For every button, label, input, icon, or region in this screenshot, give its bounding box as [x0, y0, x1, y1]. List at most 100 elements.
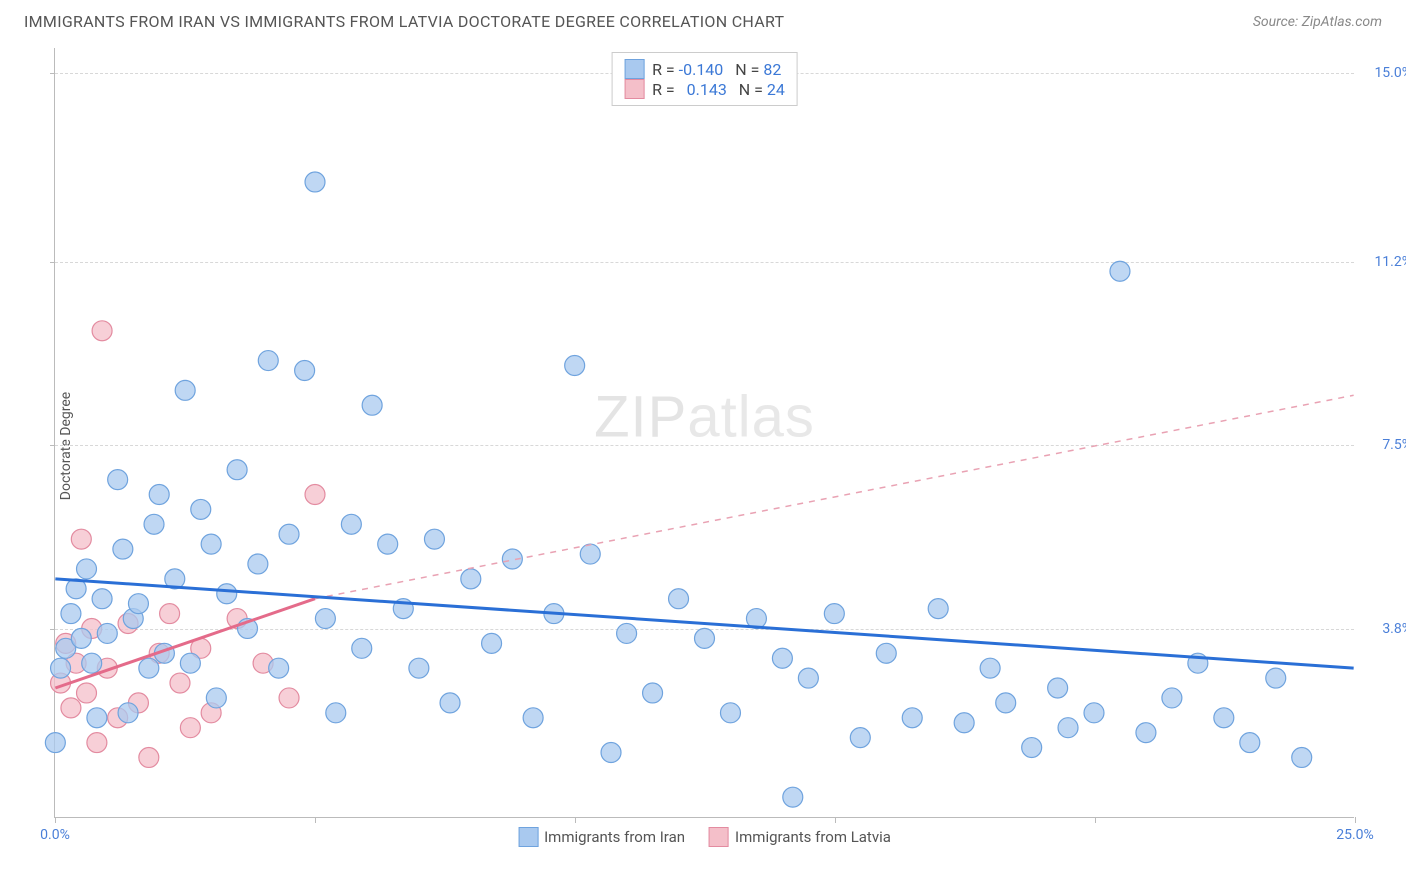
data-point — [409, 658, 429, 678]
data-point — [227, 460, 247, 480]
data-point — [295, 360, 315, 380]
y-tick-label: 3.8% — [1382, 621, 1406, 637]
data-point — [850, 728, 870, 748]
data-point — [45, 733, 65, 753]
data-point — [305, 172, 325, 192]
data-point — [440, 693, 460, 713]
x-tick-label: 0.0% — [40, 827, 70, 843]
data-point — [248, 554, 268, 574]
stat-row-iran: R = -0.140 N = 82 — [624, 59, 785, 79]
data-point — [461, 569, 481, 589]
data-point — [1048, 678, 1068, 698]
swatch-latvia — [624, 79, 644, 99]
legend: Immigrants from Iran Immigrants from Lat… — [518, 827, 891, 847]
data-point — [772, 648, 792, 668]
data-point — [92, 589, 112, 609]
data-point — [378, 534, 398, 554]
data-point — [269, 658, 289, 678]
data-point — [669, 589, 689, 609]
data-point — [580, 544, 600, 564]
data-point — [315, 609, 335, 629]
data-point — [1266, 668, 1286, 688]
data-point — [139, 747, 159, 767]
data-point — [362, 395, 382, 415]
data-point — [144, 514, 164, 534]
chart-plot-area: ZIPatlas 3.8%7.5%11.2%15.0% 0.0%25.0% R … — [54, 48, 1354, 818]
legend-label-iran: Immigrants from Iran — [544, 828, 685, 846]
data-point — [279, 524, 299, 544]
data-point — [798, 668, 818, 688]
data-point — [902, 708, 922, 728]
data-point — [61, 604, 81, 624]
data-point — [97, 623, 117, 643]
legend-item-latvia: Immigrants from Latvia — [709, 827, 891, 847]
data-point — [482, 633, 502, 653]
data-point — [1292, 747, 1312, 767]
data-point — [77, 683, 97, 703]
data-point — [824, 604, 844, 624]
data-point — [77, 559, 97, 579]
data-point — [523, 708, 543, 728]
data-point — [695, 628, 715, 648]
data-point — [1240, 733, 1260, 753]
data-point — [61, 698, 81, 718]
swatch-iran — [518, 827, 538, 847]
stat-row-latvia: R = 0.143 N = 24 — [624, 79, 785, 99]
data-point — [643, 683, 663, 703]
data-point — [87, 708, 107, 728]
data-point — [876, 643, 896, 663]
scatter-svg — [55, 48, 1354, 817]
data-point — [92, 321, 112, 341]
data-point — [206, 688, 226, 708]
data-point — [160, 604, 180, 624]
data-point — [352, 638, 372, 658]
data-point — [954, 713, 974, 733]
data-point — [191, 499, 211, 519]
data-point — [928, 599, 948, 619]
data-point — [424, 529, 444, 549]
legend-label-latvia: Immigrants from Latvia — [735, 828, 891, 846]
legend-item-iran: Immigrants from Iran — [518, 827, 685, 847]
data-point — [217, 584, 237, 604]
data-point — [1084, 703, 1104, 723]
data-point — [118, 703, 138, 723]
data-point — [601, 743, 621, 763]
chart-title: IMMIGRANTS FROM IRAN VS IMMIGRANTS FROM … — [24, 12, 784, 31]
data-point — [326, 703, 346, 723]
data-point — [175, 380, 195, 400]
data-point — [720, 703, 740, 723]
data-point — [617, 623, 637, 643]
data-point — [258, 351, 278, 371]
data-point — [783, 787, 803, 807]
data-point — [139, 658, 159, 678]
data-point — [71, 529, 91, 549]
y-tick-label: 7.5% — [1382, 437, 1406, 453]
data-point — [71, 628, 91, 648]
y-tick-label: 15.0% — [1374, 65, 1406, 81]
data-point — [113, 539, 133, 559]
data-point — [1162, 688, 1182, 708]
data-point — [82, 653, 102, 673]
data-point — [980, 658, 1000, 678]
data-point — [128, 594, 148, 614]
data-point — [305, 485, 325, 505]
data-point — [1136, 723, 1156, 743]
source-label: Source: ZipAtlas.com — [1253, 14, 1382, 30]
data-point — [180, 653, 200, 673]
data-point — [170, 673, 190, 693]
data-point — [51, 658, 71, 678]
data-point — [1058, 718, 1078, 738]
data-point — [565, 356, 585, 376]
data-point — [108, 470, 128, 490]
data-point — [1110, 261, 1130, 281]
data-point — [341, 514, 361, 534]
regression-line — [315, 395, 1354, 598]
chart-header: IMMIGRANTS FROM IRAN VS IMMIGRANTS FROM … — [0, 0, 1406, 39]
x-tick-label: 25.0% — [1336, 827, 1374, 843]
data-point — [996, 693, 1016, 713]
data-point — [1214, 708, 1234, 728]
swatch-iran — [624, 59, 644, 79]
swatch-latvia — [709, 827, 729, 847]
data-point — [180, 718, 200, 738]
data-point — [279, 688, 299, 708]
